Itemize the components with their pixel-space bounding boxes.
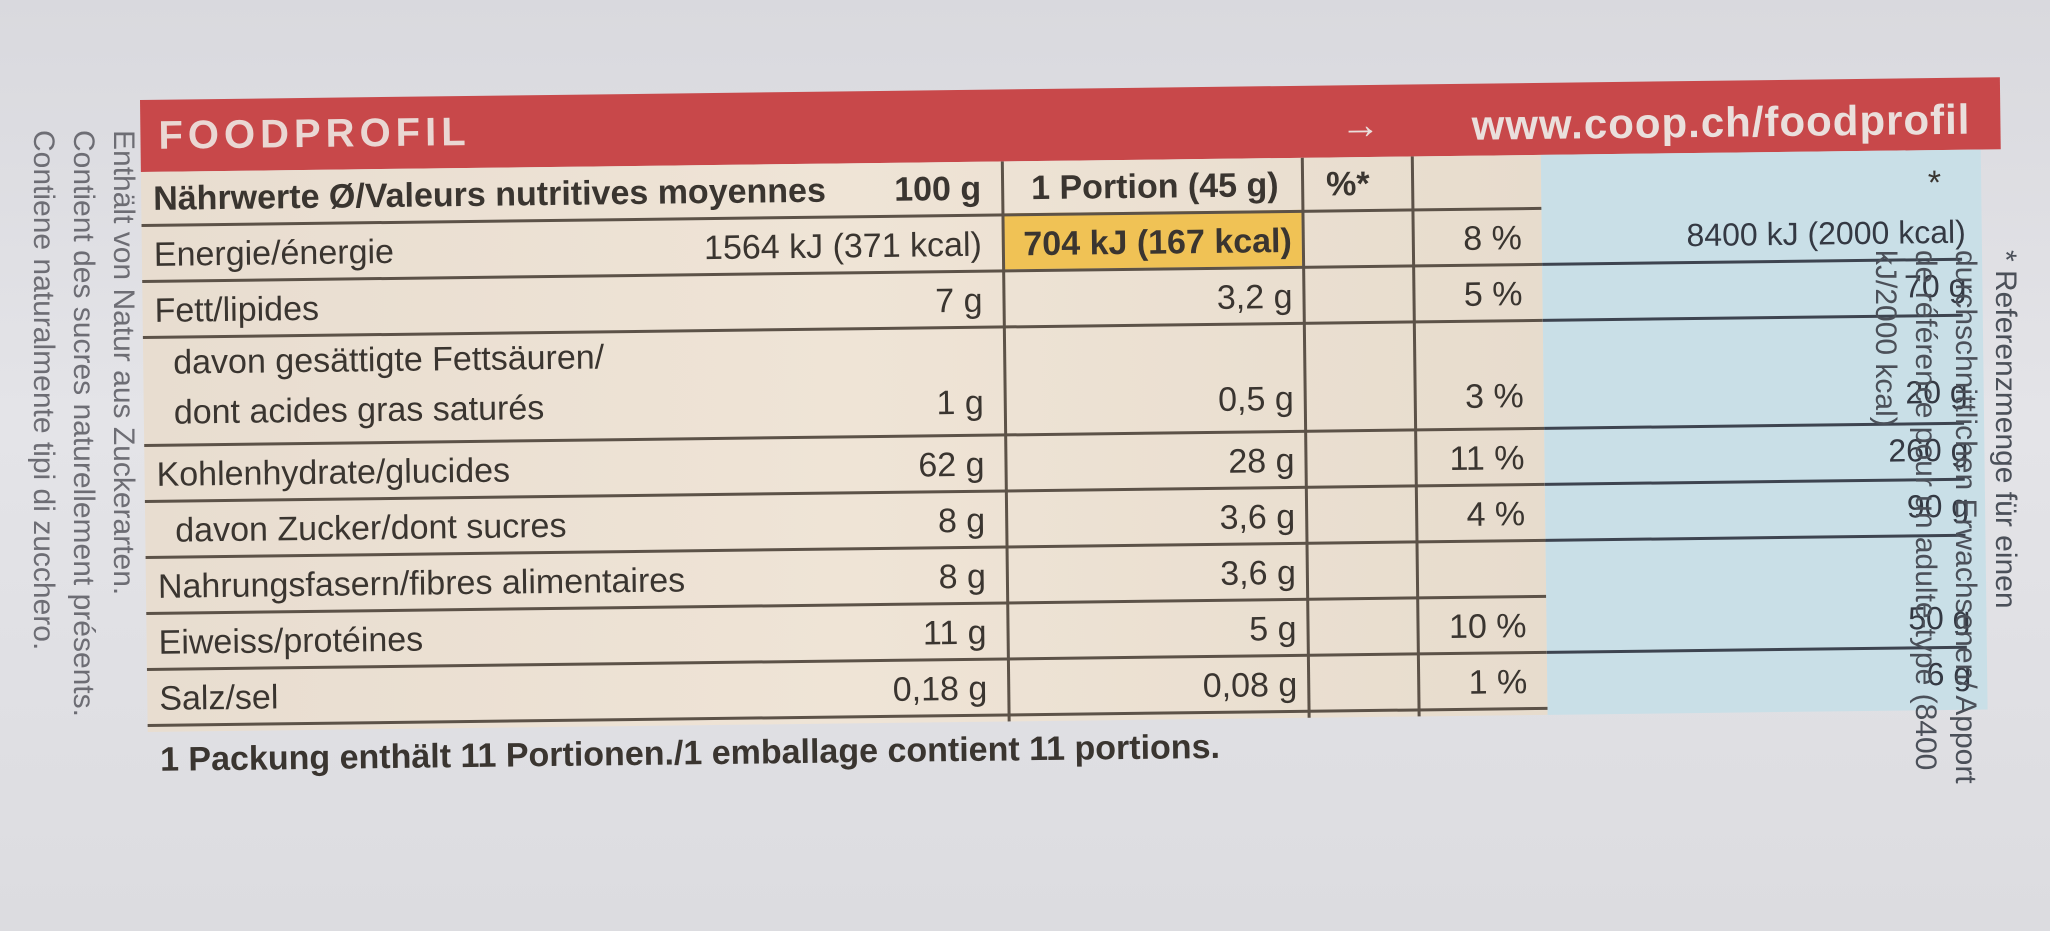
row-label: Salz/sel xyxy=(159,678,279,718)
side-text-de: Enthält von Natur aus Zuckerarten. xyxy=(107,130,140,596)
foodprofil-title: FOODPROFIL xyxy=(158,109,471,158)
side-text-fr: Contient des sucres naturellement présen… xyxy=(67,130,100,717)
row-per100: 8 g xyxy=(938,557,987,597)
ref-star: * xyxy=(1927,164,1942,203)
table-row: davon gesättigte Fettsäuren/ dont acides… xyxy=(142,318,1545,447)
row-portion: 3,2 g xyxy=(1216,277,1293,317)
head-portion: 1 Portion (45 g) xyxy=(1030,166,1279,208)
nutrition-label: FOODPROFIL → www.coop.ch/foodprofil Nähr… xyxy=(140,77,2008,790)
row-portion: 3,6 g xyxy=(1220,553,1297,593)
row-percent: 11 % xyxy=(1449,439,1525,479)
reference-note: * Referenzmenge für einen durchschnittli… xyxy=(1869,250,2022,784)
arrow-icon: → xyxy=(1340,102,1381,148)
row-portion: 5 g xyxy=(1249,609,1297,649)
row-percent: 5 % xyxy=(1463,275,1523,314)
nutrition-table: Nährwerte Ø/Valeurs nutritives moyennes … xyxy=(140,154,1548,779)
row-label: Nahrungsfasern/fibres alimentaires xyxy=(157,561,686,606)
row-percent: 4 % xyxy=(1466,495,1526,534)
row-portion: 704 kJ (167 kcal) xyxy=(1023,221,1293,264)
row-per100: 1 g xyxy=(936,383,984,423)
row-label: davon Zucker/dont sucres xyxy=(175,506,567,550)
head-percent: %* xyxy=(1325,164,1370,204)
footer-portions: 1 Packung enthält 11 Portionen./1 emball… xyxy=(159,727,1221,779)
foodprofil-url: www.coop.ch/foodprofil xyxy=(1471,95,1971,149)
row-label: Fett/lipides xyxy=(154,289,320,330)
row-percent: 1 % xyxy=(1468,663,1528,702)
row-percent: 3 % xyxy=(1464,377,1524,416)
side-text: Enthält von Natur aus Zuckerarten. Conti… xyxy=(0,130,150,870)
row-label: Kohlenhydrate/glucides xyxy=(156,451,511,494)
row-per100: 8 g xyxy=(937,501,986,541)
row-percent: 10 % xyxy=(1448,607,1527,647)
row-per100: 11 g xyxy=(922,613,987,653)
row-portion: 3,6 g xyxy=(1219,497,1296,537)
head-per100: 100 g xyxy=(893,169,982,209)
row-portion: 28 g xyxy=(1228,441,1295,481)
row-label: Energie/énergie xyxy=(153,232,395,274)
side-text-it: Contiene naturalmente tipi di zucchero. xyxy=(27,130,60,651)
head-label: Nährwerte Ø/Valeurs nutritives moyennes xyxy=(152,171,827,218)
row-portion: 0,08 g xyxy=(1202,665,1298,706)
row-per100: 62 g xyxy=(918,445,985,485)
row-per100: 1564 kJ (371 kcal) xyxy=(703,225,983,268)
row-percent: 8 % xyxy=(1462,219,1523,258)
row-portion: 0,5 g xyxy=(1217,379,1294,419)
ref-value: 8400 kJ (2000 kcal) xyxy=(1686,213,1966,254)
row-label: Eiweiss/protéines xyxy=(158,620,424,662)
row-per100: 0,18 g xyxy=(892,669,988,709)
row-label: davon gesättigte Fettsäuren/ xyxy=(172,338,605,382)
row-per100: 7 g xyxy=(935,281,983,321)
row-label-fr: dont acides gras saturés xyxy=(173,389,545,432)
